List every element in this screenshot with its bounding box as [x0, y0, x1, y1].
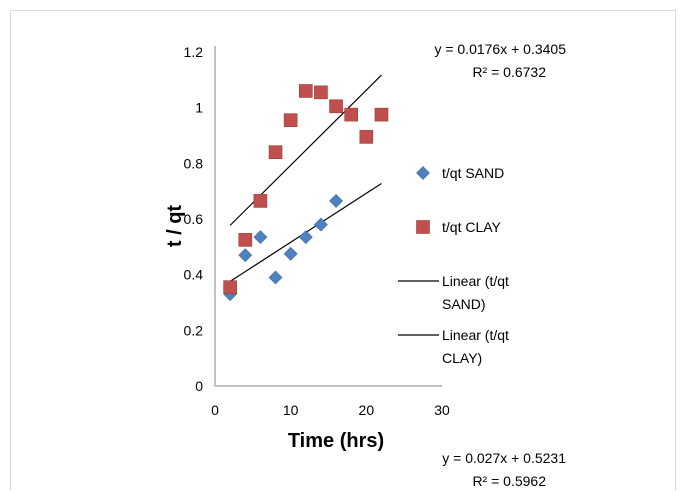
x-tick-label: 0 — [211, 402, 219, 418]
y-tick-label: 0 — [195, 378, 203, 394]
clay-data-point — [238, 233, 253, 247]
x-tick-label: 20 — [359, 402, 375, 418]
legend-label: Linear (t/qt — [442, 327, 509, 343]
legend-label: CLAY) — [442, 350, 482, 366]
legend-label: t/qt SAND — [442, 165, 504, 181]
legend-label: Linear (t/qt — [442, 273, 509, 289]
clay-data-point — [223, 280, 237, 294]
sand-data-point — [314, 217, 328, 232]
legend: t/qt SAND t/qt CLAY Linear (t/qt SAND) Linea… — [398, 165, 509, 366]
clay-data-point — [268, 145, 283, 159]
x-tick-label: 10 — [283, 402, 299, 418]
sand-data-point — [238, 248, 253, 263]
x-axis-title: Time (hrs) — [288, 430, 384, 452]
trendlines — [229, 74, 382, 282]
y-tick-label: 0.6 — [184, 211, 204, 227]
legend-marker — [416, 166, 430, 180]
clay-data-point — [344, 107, 359, 122]
scatter-chart: 0 0.2 0.4 0.6 0.8 1 1.2 0 10 20 30 y = 0.0176x + 0… — [164, 41, 566, 489]
clay-data-point — [283, 113, 298, 127]
y-tick-label: 0.4 — [184, 267, 204, 283]
sand-data-point — [283, 246, 298, 261]
tick-labels: 0 0.2 0.4 0.6 0.8 1 1.2 0 10 20 30 — [184, 44, 450, 418]
legend-label: t/qt CLAY — [442, 219, 502, 235]
clay-data-point — [374, 107, 389, 122]
legend-label: SAND) — [442, 296, 486, 312]
trendline-equations: y = 0.0176x + 0.3405 R² = 0.6732 y = 0.027… — [434, 41, 566, 489]
sand-data-point — [298, 230, 313, 245]
clay-data-point — [329, 99, 343, 114]
legend-marker — [416, 220, 430, 234]
clay-data-point — [359, 130, 374, 144]
y-axis-title: t / qt — [164, 205, 186, 248]
trendline-r-squared: R² = 0.6732 — [472, 64, 546, 80]
clay-data-point — [298, 84, 313, 98]
trendline-equation: y = 0.0176x + 0.3405 — [434, 41, 566, 57]
sand-data-point — [329, 193, 343, 208]
y-tick-label: 0.2 — [184, 322, 204, 338]
trendline-equation: y = 0.027x + 0.5231 — [442, 450, 566, 466]
clay-data-point — [253, 194, 268, 208]
clay-data-point — [314, 85, 328, 100]
data-points — [223, 84, 389, 302]
sand-data-point — [268, 270, 283, 285]
chart-frame: 0 0.2 0.4 0.6 0.8 1 1.2 0 10 20 30 y = 0.0176x + 0… — [10, 10, 676, 490]
sand-data-point — [253, 230, 268, 245]
axes — [214, 46, 442, 387]
y-tick-label: 0.8 — [184, 155, 204, 171]
x-tick-label: 30 — [434, 402, 450, 418]
y-tick-label: 1.2 — [184, 44, 204, 60]
trendline-r-squared: R² = 0.5962 — [472, 473, 546, 489]
y-tick-label: 1 — [195, 100, 203, 116]
